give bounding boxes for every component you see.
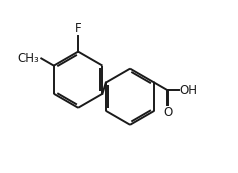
Text: OH: OH (179, 84, 197, 97)
Text: O: O (163, 106, 173, 119)
Text: F: F (75, 22, 81, 35)
Text: CH₃: CH₃ (18, 52, 40, 65)
